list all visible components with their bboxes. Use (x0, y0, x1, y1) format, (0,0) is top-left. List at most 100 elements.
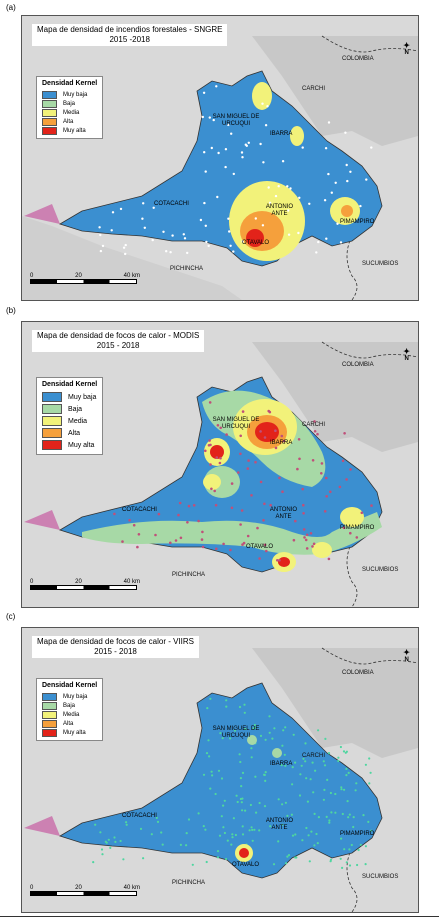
point-marker (208, 401, 212, 404)
legend-item-media: Media (42, 415, 97, 427)
panel-label-a: (a) (6, 3, 16, 12)
point-marker (354, 789, 357, 792)
point-marker (310, 830, 313, 833)
point-marker (228, 230, 231, 233)
point-marker (218, 834, 222, 837)
point-marker (125, 823, 128, 826)
point-marker (276, 559, 279, 562)
point-marker (254, 217, 257, 220)
point-marker (316, 432, 319, 436)
point-marker (124, 252, 127, 256)
map-title: Mapa de densidad de focos de calor - VII… (32, 636, 199, 658)
point-marker (330, 811, 333, 814)
point-marker (225, 699, 228, 702)
point-marker (315, 832, 318, 836)
point-marker (301, 487, 305, 491)
point-marker (369, 771, 372, 774)
point-marker (240, 151, 244, 154)
point-marker (244, 727, 247, 730)
point-marker (248, 829, 251, 832)
point-marker (204, 449, 207, 453)
point-marker (113, 836, 116, 839)
point-marker (349, 468, 352, 471)
point-marker (225, 857, 228, 861)
point-marker (301, 146, 304, 149)
point-marker (337, 759, 340, 763)
point-marker (246, 534, 250, 538)
point-marker (162, 230, 165, 233)
point-marker (268, 715, 271, 718)
point-marker (208, 116, 211, 119)
point-marker (241, 240, 244, 243)
point-marker (291, 766, 294, 769)
point-marker (329, 490, 332, 494)
point-marker (205, 240, 208, 244)
point-marker (259, 430, 262, 433)
point-marker (294, 856, 297, 859)
point-marker (294, 833, 297, 836)
point-marker (304, 538, 308, 542)
point-marker (151, 238, 154, 242)
point-marker (312, 791, 315, 794)
point-marker (250, 494, 253, 497)
point-marker (311, 761, 314, 764)
point-marker (340, 786, 343, 789)
point-marker (342, 750, 346, 753)
point-marker (243, 711, 246, 714)
place-san-miguel: SAN MIGUEL DE URCUQUI (212, 726, 260, 739)
point-marker (230, 506, 234, 510)
point-marker (213, 489, 216, 493)
point-marker (345, 774, 348, 777)
point-marker (302, 757, 305, 760)
legend-item-muy-alta: Muy alta (42, 728, 97, 737)
scale-bar: 0 20 40 km (30, 579, 140, 590)
point-marker (203, 151, 206, 154)
point-marker (263, 502, 266, 506)
legend-title: Densidad Kernel (42, 381, 98, 388)
point-marker (359, 843, 362, 846)
point-marker (205, 752, 209, 755)
point-marker (243, 703, 246, 706)
point-marker (297, 438, 301, 441)
point-marker (294, 761, 297, 764)
point-marker (281, 160, 285, 163)
point-marker (209, 787, 212, 790)
point-marker (268, 731, 271, 734)
point-marker (101, 244, 105, 248)
point-marker (121, 540, 124, 543)
map-panel-sngre: Mapa de densidad de incendios forestales… (21, 15, 419, 301)
point-marker (212, 118, 215, 122)
point-marker (261, 224, 265, 227)
point-marker (365, 178, 368, 181)
place-antonio-ante: ANTONIO ANTE (269, 507, 298, 520)
point-marker (317, 240, 320, 244)
point-marker (370, 146, 373, 149)
point-marker (341, 866, 344, 869)
north-arrow-icon: ✦ N (403, 41, 410, 56)
point-marker (268, 201, 272, 204)
point-marker (317, 816, 320, 819)
point-marker (239, 434, 242, 438)
point-marker (201, 530, 204, 534)
point-marker (200, 538, 204, 541)
point-marker (269, 825, 272, 828)
point-marker (281, 490, 284, 493)
point-marker (263, 805, 267, 808)
point-marker (229, 737, 232, 740)
point-marker (125, 821, 128, 824)
point-marker (324, 147, 328, 150)
map-title: Mapa de densidad de focos de calor - MOD… (32, 330, 205, 352)
point-marker (271, 737, 274, 740)
place-pimampiro: PIMAMPIRO (340, 525, 375, 531)
point-marker (352, 816, 355, 819)
place-cotacachi: COTACACHI (122, 507, 157, 513)
point-marker (132, 523, 136, 527)
point-marker (302, 503, 305, 507)
point-marker (207, 444, 211, 447)
point-marker (232, 817, 235, 820)
legend-item-baja: Baja (42, 99, 97, 108)
point-marker (241, 771, 245, 774)
point-marker (272, 863, 276, 866)
point-marker (204, 828, 207, 831)
point-marker (230, 132, 233, 135)
